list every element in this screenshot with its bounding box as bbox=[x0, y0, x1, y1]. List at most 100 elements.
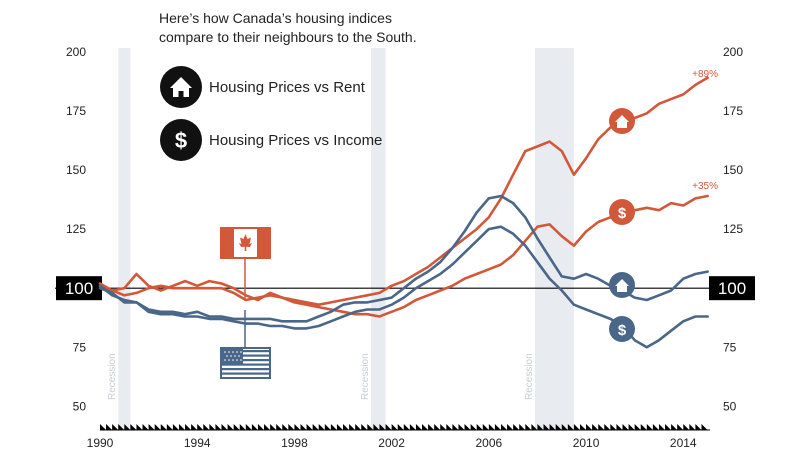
baseline-badge-left bbox=[56, 276, 102, 301]
x-axis-tick bbox=[270, 424, 277, 430]
x-axis-tick bbox=[488, 424, 495, 430]
x-axis-tick bbox=[604, 424, 611, 430]
x-axis-tick bbox=[130, 424, 137, 430]
x-axis-tick bbox=[221, 424, 228, 430]
recession-band bbox=[118, 48, 131, 430]
baseline-badge-right bbox=[709, 276, 755, 301]
chart-title-line-1: Here’s how Canada’s housing indices bbox=[159, 10, 392, 26]
x-axis-tick bbox=[646, 424, 653, 430]
y-tick-label-right: 50 bbox=[723, 399, 737, 413]
x-axis-tick bbox=[160, 424, 167, 430]
dollar-icon bbox=[609, 199, 635, 225]
x-axis-tick bbox=[276, 424, 283, 430]
x-axis-tick bbox=[549, 424, 556, 430]
y-tick-label-right: 175 bbox=[723, 104, 743, 118]
legend-label-rent: Housing Prices vs Rent bbox=[209, 79, 366, 96]
baseline-label-left: 100 bbox=[65, 279, 93, 298]
marker-canada-income: $ bbox=[609, 199, 635, 225]
x-axis-tick bbox=[616, 424, 623, 430]
series-line-usa-rent bbox=[98, 194, 709, 323]
x-axis-tick bbox=[330, 424, 337, 430]
x-axis-tick bbox=[470, 424, 477, 430]
x-axis-tick bbox=[112, 424, 119, 430]
x-axis-tick bbox=[428, 424, 435, 430]
x-axis-tick bbox=[573, 424, 580, 430]
x-axis-tick bbox=[215, 424, 222, 430]
x-tick-label: 2014 bbox=[670, 436, 697, 450]
x-axis-tick bbox=[695, 424, 702, 430]
x-axis-tick bbox=[683, 424, 690, 430]
series-line-canada-income bbox=[98, 194, 709, 318]
end-label-canada-rent: +89% bbox=[692, 69, 718, 80]
x-axis-tick bbox=[555, 424, 562, 430]
legend-item-income: $ Housing Prices vs Income bbox=[160, 119, 382, 161]
x-tick-label: 1998 bbox=[281, 436, 308, 450]
y-tick-label-right: 200 bbox=[723, 45, 743, 59]
x-axis-tick bbox=[379, 424, 386, 430]
legend-item-rent: Housing Prices vs Rent bbox=[160, 66, 366, 108]
x-axis-tick bbox=[519, 424, 526, 430]
x-axis-tick bbox=[452, 424, 459, 430]
dollar-icon bbox=[160, 119, 202, 161]
x-axis-tick bbox=[300, 424, 307, 430]
x-axis-tick bbox=[136, 424, 143, 430]
x-axis-tick bbox=[264, 424, 271, 430]
series-lines bbox=[98, 76, 709, 349]
x-axis-tick bbox=[172, 424, 179, 430]
recession-label: Recession bbox=[524, 353, 535, 400]
x-axis-tick bbox=[434, 424, 441, 430]
recession-band bbox=[370, 48, 386, 430]
x-axis-tick bbox=[257, 424, 264, 430]
x-axis-tick bbox=[531, 424, 538, 430]
x-axis-tick bbox=[203, 424, 210, 430]
y-tick-label-left: 200 bbox=[66, 45, 86, 59]
marker-usa-income: $ bbox=[609, 316, 635, 342]
x-axis-tick bbox=[458, 424, 465, 430]
x-axis-tick bbox=[464, 424, 471, 430]
x-axis-tick bbox=[106, 424, 113, 430]
x-axis-tick bbox=[349, 424, 356, 430]
x-axis-tick bbox=[209, 424, 216, 430]
chart-title-line-2: compare to their neighbours to the South… bbox=[159, 29, 417, 45]
x-axis-tick bbox=[178, 424, 185, 430]
x-axis-tick bbox=[671, 424, 678, 430]
x-axis-tick bbox=[494, 424, 501, 430]
x-axis-tick bbox=[397, 424, 404, 430]
x-axis-tick bbox=[227, 424, 234, 430]
dollar-icon bbox=[609, 316, 635, 342]
x-axis-tick bbox=[561, 424, 568, 430]
x-tick-label: 1990 bbox=[87, 436, 114, 450]
x-axis-tick bbox=[124, 424, 131, 430]
x-axis-tick bbox=[476, 424, 483, 430]
x-axis-tick bbox=[142, 424, 149, 430]
x-axis-tick bbox=[537, 424, 544, 430]
x-axis-tick bbox=[312, 424, 319, 430]
svg-text:$: $ bbox=[618, 205, 627, 222]
legend-label-income: Housing Prices vs Income bbox=[209, 132, 382, 149]
baseline-layer: 100 100 bbox=[55, 276, 755, 301]
y-tick-label-right: 150 bbox=[723, 163, 743, 177]
x-axis-tick bbox=[543, 424, 550, 430]
y-tick-label-left: 150 bbox=[66, 163, 86, 177]
x-axis-tick bbox=[409, 424, 416, 430]
x-axis-tick bbox=[148, 424, 155, 430]
x-axis-tick bbox=[658, 424, 665, 430]
svg-text:$: $ bbox=[618, 322, 627, 339]
marker-usa-rent bbox=[609, 272, 635, 298]
x-axis-tick bbox=[367, 424, 374, 430]
baseline-label-right: 100 bbox=[718, 279, 746, 298]
y-tick-label-left: 75 bbox=[73, 340, 87, 354]
x-axis-tick bbox=[373, 424, 380, 430]
x-axis-tick bbox=[336, 424, 343, 430]
x-axis-tick bbox=[361, 424, 368, 430]
series-line-usa-income bbox=[98, 225, 709, 349]
y-tick-label-left: 50 bbox=[73, 399, 87, 413]
x-axis-tick bbox=[197, 424, 204, 430]
x-axis-tick bbox=[100, 424, 106, 430]
x-axis-tick bbox=[513, 424, 520, 430]
x-axis-tick bbox=[239, 424, 246, 430]
axes: 50 75 125 150 175 200 50 75 125 150 175 200 1990 1994… bbox=[66, 45, 743, 450]
x-axis-tick bbox=[415, 424, 422, 430]
x-axis-tick bbox=[422, 424, 429, 430]
